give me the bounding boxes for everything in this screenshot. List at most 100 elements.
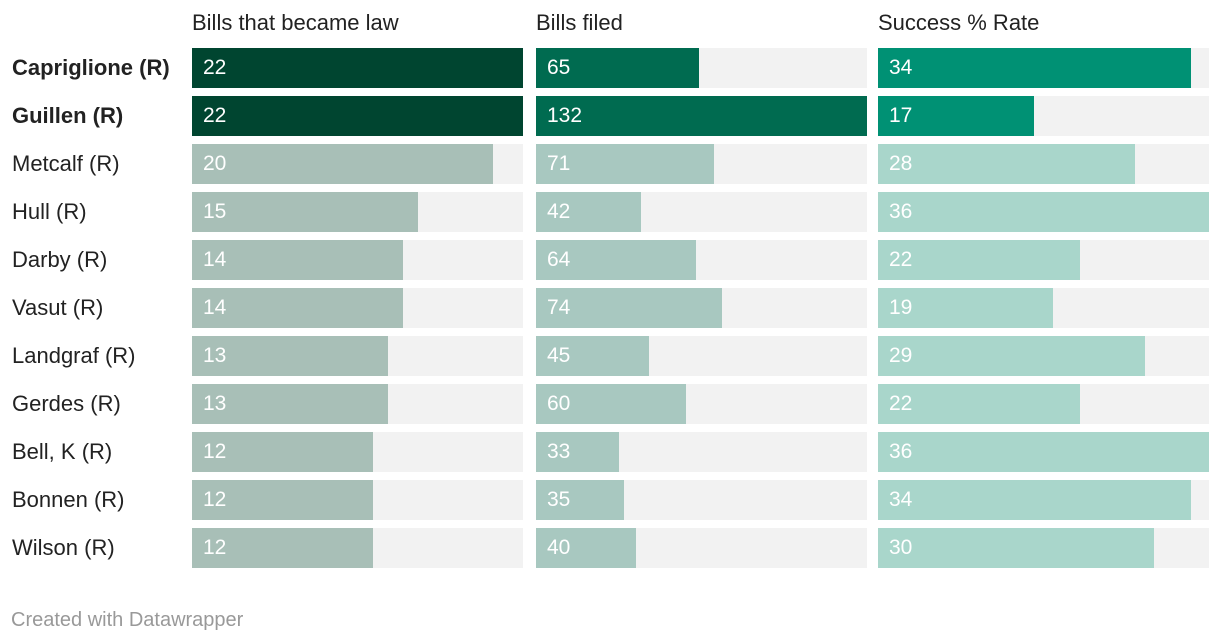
bar-track: 36 [878, 192, 1209, 232]
bar-value-label: 22 [889, 248, 913, 271]
bar-value-label: 30 [889, 536, 913, 559]
bar-value-label: 22 [203, 104, 227, 127]
bar-track: 36 [878, 432, 1209, 472]
bar [536, 144, 715, 184]
bar-track: 45 [536, 336, 867, 376]
bar-value-label: 13 [203, 344, 227, 367]
bar-track: 40 [536, 528, 867, 568]
bar [192, 480, 373, 520]
bar-value-label: 34 [889, 56, 913, 79]
bar [192, 432, 373, 472]
bar-value-label: 28 [889, 152, 913, 175]
row-label: Bell, K (R) [12, 439, 113, 464]
bar-track: 13 [192, 336, 523, 376]
bar-track: 20 [192, 144, 523, 184]
bar-value-label: 33 [547, 440, 571, 463]
bar-track: 28 [878, 144, 1209, 184]
bar [192, 240, 403, 280]
column-header: Bills filed [536, 10, 623, 35]
bar-track: 35 [536, 480, 867, 520]
bar-track: 64 [536, 240, 867, 280]
bar [192, 192, 418, 232]
bar [878, 432, 1209, 472]
bar [536, 432, 619, 472]
row-label: Hull (R) [12, 199, 87, 224]
bar-track: 17 [878, 96, 1209, 136]
bar [192, 48, 523, 88]
bar [536, 480, 624, 520]
bar [536, 336, 649, 376]
bar-track: 71 [536, 144, 867, 184]
bar [192, 96, 523, 136]
bar [536, 528, 637, 568]
bar-value-label: 17 [889, 104, 913, 127]
bar-track: 15 [192, 192, 523, 232]
bar-track: 22 [878, 384, 1209, 424]
row-label: Capriglione (R) [12, 55, 170, 80]
row-label: Vasut (R) [12, 295, 104, 320]
bar-track: 34 [878, 480, 1209, 520]
bar-track: 33 [536, 432, 867, 472]
bar [536, 96, 867, 136]
bar-value-label: 64 [547, 248, 571, 271]
bar-value-label: 65 [547, 56, 571, 79]
bar [878, 240, 1081, 280]
bar-value-label: 35 [547, 488, 571, 511]
bar-track: 22 [192, 48, 523, 88]
bar [192, 144, 493, 184]
bar-value-label: 12 [203, 440, 227, 463]
row-label: Metcalf (R) [12, 151, 120, 176]
bar [192, 528, 373, 568]
bar [878, 48, 1191, 88]
bar [536, 240, 697, 280]
bar [878, 336, 1145, 376]
bar-track: 13 [192, 384, 523, 424]
bar-track: 12 [192, 432, 523, 472]
bar [878, 192, 1209, 232]
bar-value-label: 34 [889, 488, 913, 511]
bar [536, 48, 699, 88]
bar-track: 30 [878, 528, 1209, 568]
bar-track: 34 [878, 48, 1209, 88]
bar-value-label: 20 [203, 152, 227, 175]
bar-track: 22 [878, 240, 1209, 280]
row-label: Guillen (R) [12, 103, 124, 128]
bar-value-label: 132 [547, 104, 583, 127]
bar [878, 384, 1081, 424]
bar-track: 14 [192, 240, 523, 280]
bar-value-label: 40 [547, 536, 571, 559]
bar-track: 14 [192, 288, 523, 328]
bar-value-label: 12 [203, 488, 227, 511]
bar-value-label: 15 [203, 200, 227, 223]
bar [192, 288, 403, 328]
bar-track: 42 [536, 192, 867, 232]
bar-value-label: 14 [203, 296, 227, 319]
bar-track: 12 [192, 528, 523, 568]
bar-value-label: 71 [547, 152, 571, 175]
bar-value-label: 42 [547, 200, 571, 223]
bar [878, 480, 1191, 520]
bar-track: 74 [536, 288, 867, 328]
bar-track: 12 [192, 480, 523, 520]
bar-track: 65 [536, 48, 867, 88]
bar-value-label: 19 [889, 296, 913, 319]
bar-track: 19 [878, 288, 1209, 328]
row-label: Wilson (R) [12, 535, 115, 560]
bar-value-label: 29 [889, 344, 913, 367]
bar-value-label: 45 [547, 344, 571, 367]
bar-value-label: 13 [203, 392, 227, 415]
bar [536, 288, 722, 328]
row-label: Gerdes (R) [12, 391, 121, 416]
column-header: Success % Rate [878, 10, 1040, 35]
bar [192, 384, 388, 424]
bar-track: 60 [536, 384, 867, 424]
bar-value-label: 74 [547, 296, 571, 319]
bar-value-label: 22 [203, 56, 227, 79]
row-label: Darby (R) [12, 247, 108, 272]
row-label: Landgraf (R) [12, 343, 136, 368]
bar-value-label: 60 [547, 392, 571, 415]
bar [878, 528, 1154, 568]
bar-value-label: 14 [203, 248, 227, 271]
row-label: Bonnen (R) [12, 487, 125, 512]
